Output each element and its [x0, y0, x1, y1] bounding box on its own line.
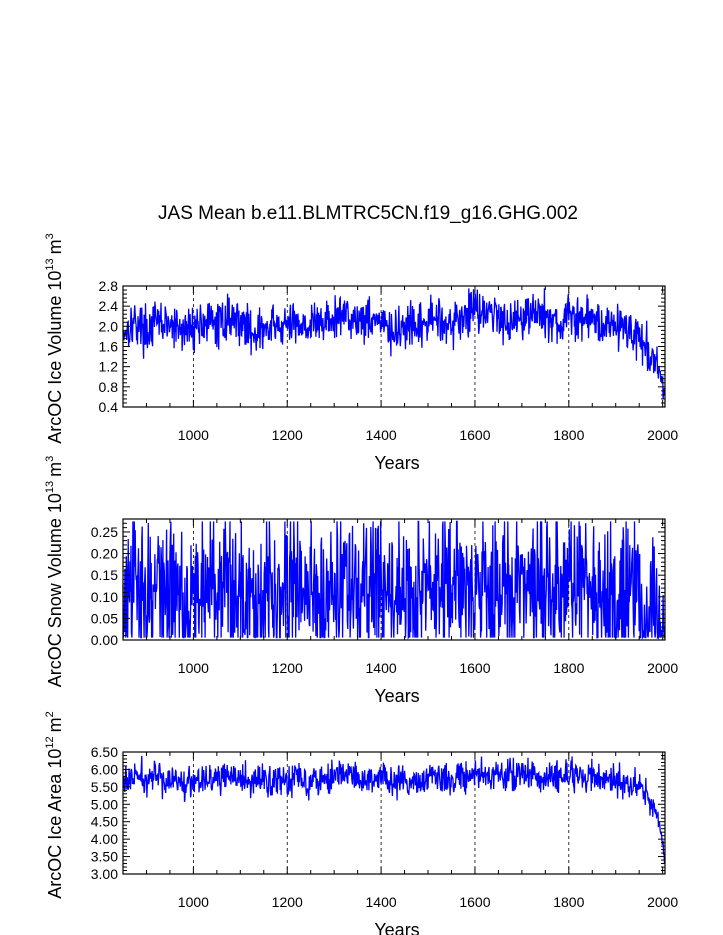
x-tick-label: 1000: [178, 427, 209, 443]
x-tick-label: 1600: [459, 894, 490, 910]
chart-title: JAS Mean b.e11.BLMTRC5CN.f19_g16.GHG.002: [158, 203, 578, 224]
series-line: [122, 520, 665, 640]
y-axis-label-unit-exp: 3: [44, 456, 56, 462]
series-line: [122, 288, 666, 399]
plot-frame: [122, 285, 666, 408]
x-tick-label: 1200: [272, 894, 303, 910]
y-tick-label: 1.6: [99, 339, 119, 355]
y-axis-label-unit-exp: 2: [44, 711, 56, 717]
y-tick-label: 0.05: [91, 610, 118, 626]
y-tick-label: 1.2: [99, 359, 119, 375]
x-tick-label: 1600: [459, 427, 490, 443]
y-axis-label-main: ArcOC Ice Area 10: [45, 749, 65, 899]
panel-1: 1000 1200 1400 1600 1800 2000 0.4 0.8 1.2 1.6 2.0 2…: [44, 233, 678, 473]
y-tick-label: 6.50: [91, 744, 118, 760]
y-axis-label-unit: m: [45, 239, 65, 254]
y-tick-label: 0.20: [91, 546, 118, 562]
y-axis-label: ArcOC Ice Area 1012 m2: [44, 711, 65, 898]
y-axis-label-main: ArcOC Snow Volume 10: [45, 493, 65, 687]
y-axis-label-unit: m: [45, 717, 65, 732]
y-tick-label: 0.25: [91, 524, 118, 540]
y-tick-label: 0.10: [91, 589, 118, 605]
y-tick-label: 0.15: [91, 567, 118, 583]
y-axis-label: ArcOC Snow Volume 1013 m3: [44, 456, 65, 687]
x-tick-label: 1400: [366, 660, 397, 676]
y-axis-label-unit-exp: 3: [44, 233, 56, 239]
y-tick-label: 0.00: [91, 632, 118, 648]
y-tick-label: 5.50: [91, 779, 118, 795]
x-tick-label: 1000: [178, 894, 209, 910]
y-axis-label: ArcOC Ice Volume 1013 m3: [44, 233, 65, 443]
x-tick-label: 1400: [366, 894, 397, 910]
y-axis-label-main: ArcOC Ice Volume 10: [45, 271, 65, 444]
y-tick-label: 0.4: [99, 399, 119, 415]
x-axis-label: Years: [374, 453, 419, 473]
x-tick-label: 1200: [272, 660, 303, 676]
x-axis-label: Years: [374, 686, 419, 706]
plot-frame: [122, 751, 666, 875]
x-tick-label: 1400: [366, 427, 397, 443]
x-tick-label: 2000: [647, 894, 678, 910]
y-axis-label-unit: m: [45, 462, 65, 477]
y-tick-label: 5.00: [91, 796, 118, 812]
y-axis-label-exp: 12: [44, 736, 56, 748]
y-tick-label: 0.8: [99, 379, 119, 395]
y-tick-label: 4.00: [91, 831, 118, 847]
x-tick-label: 1000: [178, 660, 209, 676]
y-tick-label: 6.00: [91, 761, 118, 777]
y-tick-label: 2.8: [99, 278, 119, 294]
y-tick-label: 4.50: [91, 814, 118, 830]
x-tick-label: 1800: [553, 427, 584, 443]
y-tick-label: 3.00: [91, 866, 118, 882]
y-tick-label: 2.0: [99, 318, 119, 334]
x-tick-label: 1600: [459, 660, 490, 676]
x-tick-label: 1200: [272, 427, 303, 443]
x-tick-label: 2000: [647, 427, 678, 443]
y-axis-label-exp: 13: [44, 258, 56, 270]
y-axis-label-exp: 13: [44, 481, 56, 493]
x-tick-label: 1800: [553, 894, 584, 910]
x-axis-label: Years: [374, 920, 419, 935]
y-tick-label: 3.50: [91, 849, 118, 865]
panel-3: 1000 1200 1400 1600 1800 2000 3.003.50 4.004.50…: [44, 711, 678, 935]
y-tick-label: 2.4: [99, 298, 119, 314]
panel-2: 1000 1200 1400 1600 1800 2000 0.00 0.05 0.10 0.15…: [44, 456, 678, 706]
x-tick-label: 1800: [553, 660, 584, 676]
x-tick-label: 2000: [647, 660, 678, 676]
series-line: [122, 755, 666, 864]
